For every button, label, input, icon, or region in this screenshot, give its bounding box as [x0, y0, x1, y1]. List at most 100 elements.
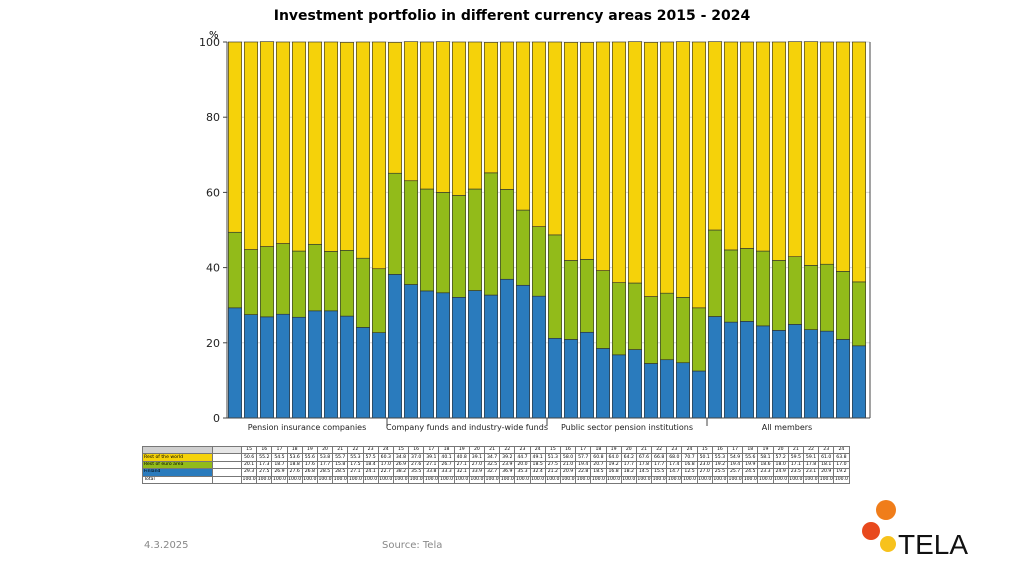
- table-header-spacer: [212, 445, 242, 455]
- cell-euro-0-4: 17.6: [301, 460, 318, 470]
- cell-rest-0-0: 50.6: [240, 453, 258, 462]
- bar-1-1-euro: [403, 180, 418, 285]
- year-header-1-5: 20: [468, 445, 486, 455]
- bar-1-6-rest: [483, 42, 498, 174]
- cell-euro-0-0: 20.1: [240, 460, 258, 470]
- year-header-1-2: 17: [423, 445, 440, 455]
- bar-3-8-rest: [835, 41, 850, 272]
- logo-text: TELA: [898, 529, 968, 560]
- bar-3-2-finland: [739, 321, 754, 419]
- bar-2-4-finland: [611, 354, 626, 419]
- table-row-finland: Finland 29.3 27.5 26.9 27.6 26.8 28.5 28.5 27.1 2…: [142, 468, 850, 477]
- cell-rest-2-1: 58.0: [559, 453, 577, 462]
- cell-euro-1-2: 27.1: [423, 460, 440, 470]
- year-header-0-1: 16: [256, 445, 273, 455]
- cell-rest-3-9: 63.8: [833, 453, 850, 462]
- bar-0-1-finland: [244, 314, 259, 419]
- cell-rest-2-2: 57.7: [575, 453, 592, 462]
- year-header-0-2: 17: [271, 445, 288, 455]
- cell-rest-0-7: 55.3: [347, 453, 364, 462]
- cell-rest-0-8: 57.5: [362, 453, 379, 462]
- chart-title: Investment portfolio in different curren…: [273, 8, 751, 24]
- cell-euro-2-1: 21.0: [559, 460, 577, 470]
- bar-3-1-rest: [723, 41, 738, 251]
- cell-finland-0-9: 22.7: [377, 468, 394, 477]
- cell-rest-3-1: 55.3: [711, 453, 729, 462]
- total-0-5: 100.0: [316, 475, 334, 484]
- bar-2-0-finland: [547, 337, 562, 419]
- cell-rest-0-5: 53.8: [316, 453, 334, 462]
- bar-1-0-finland: [387, 274, 402, 419]
- cell-finland-0-1: 27.5: [256, 468, 273, 477]
- bar-3-4-finland: [771, 330, 786, 419]
- total-0-8: 100.0: [362, 475, 379, 484]
- cell-finland-3-5: 24.9: [772, 468, 789, 477]
- bar-3-0-euro: [707, 229, 722, 317]
- group-label-0: Pension insurance companies: [248, 423, 367, 432]
- total-1-4: 100.0: [453, 475, 470, 484]
- cell-finland-2-3: 18.5: [590, 468, 607, 477]
- total-3-0: 100.0: [696, 475, 713, 484]
- bar-0-6-euro: [323, 251, 338, 312]
- year-header-2-8: 23: [666, 445, 683, 455]
- total-2-1: 100.0: [559, 475, 577, 484]
- cell-euro-2-2: 19.4: [575, 460, 592, 470]
- total-3-9: 100.0: [833, 475, 850, 484]
- bar-2-5-finland: [627, 349, 642, 419]
- total-2-8: 100.0: [666, 475, 683, 484]
- total-2-2: 100.0: [575, 475, 592, 484]
- bar-3-8-euro: [835, 271, 850, 340]
- group-label-2: Public sector pension institutions: [561, 423, 693, 432]
- bar-3-2-euro: [739, 248, 754, 322]
- stacked-bar-chart: 0 20 40 60 80 100 Pension insurance companies C…: [199, 30, 871, 432]
- year-header-3-1: 16: [711, 445, 729, 455]
- total-0-0: 100.0: [240, 475, 258, 484]
- cell-rest-3-2: 54.9: [726, 453, 744, 462]
- cell-finland-2-7: 15.5: [651, 468, 668, 477]
- bar-3-3-euro: [755, 250, 770, 327]
- logo-circle-orange: [876, 500, 896, 520]
- bar-2-7-rest: [659, 41, 674, 294]
- bar-3-5-finland: [787, 324, 802, 419]
- cell-rest-0-2: 54.5: [271, 453, 288, 462]
- cell-euro-2-8: 17.4: [666, 460, 683, 470]
- year-header-1-8: 23: [514, 445, 531, 455]
- logo-circle-yellow: [880, 536, 896, 552]
- total-0-1: 100.0: [256, 475, 273, 484]
- bar-3-8-finland: [835, 339, 850, 419]
- year-header-1-9: 24: [529, 445, 546, 455]
- bar-0-7-finland: [339, 315, 354, 419]
- footer-source: Source: Tela: [382, 540, 443, 551]
- total-2-0: 100.0: [544, 475, 561, 484]
- bar-3-3-finland: [755, 325, 770, 419]
- data-table: 15 16 17 18 19 20 21 22 23 24 15 16 17 18 19 20 21 22 23 24…: [142, 445, 850, 484]
- cell-rest-1-7: 39.2: [499, 453, 516, 462]
- bar-0-9-euro: [371, 268, 386, 333]
- cell-euro-2-7: 17.7: [651, 460, 668, 470]
- total-1-6: 100.0: [483, 475, 501, 484]
- table-row-rest: Rest of the world 50.6 55.2 54.5 53.6 55.6 53.…: [142, 453, 850, 462]
- cell-finland-1-8: 35.3: [514, 468, 531, 477]
- table-header-corner: [142, 445, 213, 455]
- total-2-6: 100.0: [635, 475, 653, 484]
- cell-finland-2-5: 18.2: [620, 468, 637, 477]
- year-header-0-0: 15: [240, 445, 258, 455]
- cell-rest-2-0: 51.3: [544, 453, 561, 462]
- cell-finland-2-8: 14.7: [666, 468, 683, 477]
- total-0-7: 100.0: [347, 475, 364, 484]
- bar-3-9-euro: [851, 281, 866, 347]
- total-0-6: 100.0: [332, 475, 349, 484]
- total-2-9: 100.0: [681, 475, 698, 484]
- cell-finland-3-0: 27.0: [696, 468, 713, 477]
- cell-euro-1-5: 27.0: [468, 460, 486, 470]
- cell-rest-0-6: 55.7: [332, 453, 349, 462]
- cell-euro-0-8: 18.4: [362, 460, 379, 470]
- cell-euro-3-2: 19.4: [726, 460, 744, 470]
- cell-finland-0-0: 29.3: [240, 468, 258, 477]
- bar-0-2-euro: [259, 246, 274, 318]
- cell-euro-1-9: 18.5: [529, 460, 546, 470]
- bar-3-1-euro: [723, 249, 738, 323]
- cell-rest-3-4: 58.1: [757, 453, 774, 462]
- bar-0-0-euro: [228, 231, 243, 309]
- cell-finland-1-7: 36.9: [499, 468, 516, 477]
